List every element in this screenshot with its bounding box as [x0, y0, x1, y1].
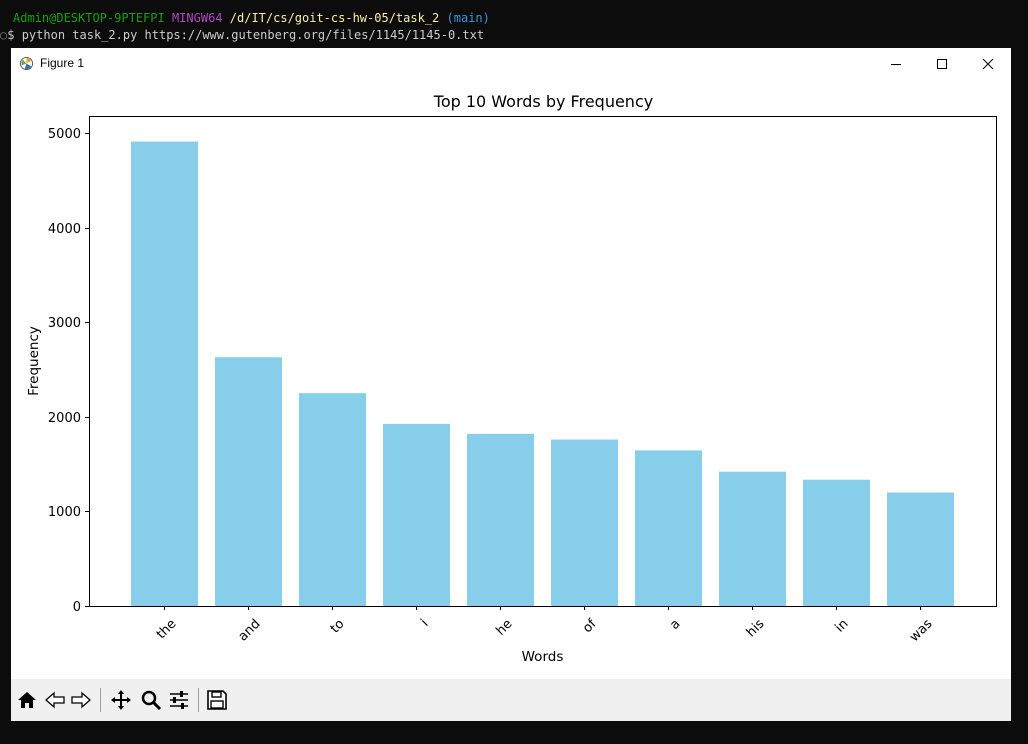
- x-tick-label-i: i: [418, 617, 431, 630]
- x-tick-label-and: and: [236, 617, 264, 645]
- terminal-command: python task_2.py https://www.gutenberg.o…: [21, 28, 485, 42]
- terminal-path: /d/IT/cs/goit-cs-hw-05/task_2: [229, 11, 440, 25]
- x-tick-label-in: in: [833, 617, 852, 636]
- axes-frame: [89, 116, 997, 607]
- save-icon: [207, 690, 227, 710]
- x-tick-label-a: a: [667, 617, 683, 633]
- bar-to: [299, 393, 366, 606]
- bar-in: [803, 479, 870, 606]
- minimize-icon: [891, 63, 901, 65]
- forward-button[interactable]: [68, 687, 94, 713]
- window-titlebar[interactable]: Figure 1: [11, 48, 1011, 79]
- bar-a: [635, 450, 702, 606]
- minimize-button[interactable]: [873, 48, 919, 79]
- toolbar-separator: [198, 688, 199, 712]
- terminal-command-line: ○$ python task_2.py https://www.gutenber…: [0, 28, 484, 42]
- home-button[interactable]: [14, 687, 40, 713]
- terminal-prompt-symbol: $: [7, 28, 15, 42]
- bar-was: [887, 492, 954, 606]
- back-icon: [45, 691, 65, 709]
- y-tick-label: 3000: [48, 316, 81, 331]
- terminal-branch: (main): [446, 11, 490, 25]
- navigation-toolbar: [11, 679, 1011, 721]
- y-tick-label: 4000: [48, 222, 81, 237]
- pan-button[interactable]: [108, 687, 134, 713]
- bar-i: [383, 423, 450, 606]
- configure-subplots-icon: [170, 691, 188, 709]
- close-icon: [982, 58, 994, 69]
- x-axis-label: Words: [522, 649, 564, 665]
- x-tick-label-of: of: [580, 616, 600, 636]
- close-button[interactable]: [965, 48, 1011, 79]
- prompt-marker-icon: ○: [0, 28, 8, 42]
- configure-subplots-button[interactable]: [166, 687, 192, 713]
- terminal-user-host: Admin@DESKTOP-9PTEFPI: [13, 11, 165, 25]
- y-tick-label: 2000: [48, 411, 81, 426]
- pan-icon: [111, 690, 131, 710]
- y-tick-label: 0: [73, 600, 81, 615]
- window-title: Figure 1: [40, 56, 85, 70]
- y-tick-label: 1000: [48, 505, 81, 520]
- bar-his: [719, 471, 786, 606]
- zoom-button[interactable]: [138, 687, 164, 713]
- back-button[interactable]: [42, 687, 68, 713]
- bar-of: [551, 439, 618, 606]
- y-axis-label: Frequency: [26, 326, 42, 396]
- plot-canvas[interactable]: 0 1000 2000 3000 4000 5000 the and to i he of a his in…: [11, 79, 1011, 679]
- save-button[interactable]: [204, 687, 230, 713]
- toolbar-separator: [100, 688, 101, 712]
- bar-he: [467, 433, 534, 606]
- forward-icon: [71, 691, 91, 709]
- matplotlib-app-icon: [19, 56, 34, 71]
- y-tick-label: 5000: [48, 127, 81, 142]
- bar-and: [215, 357, 282, 606]
- terminal-shell: MINGW64: [171, 11, 223, 25]
- x-tick-label-he: he: [493, 617, 515, 639]
- bar-the: [131, 141, 198, 607]
- maximize-button[interactable]: [919, 48, 965, 79]
- terminal: Admin@DESKTOP-9PTEFPI MINGW64 /d/IT/cs/g…: [0, 0, 1028, 48]
- figure-window: Figure 1 0 1000 2000 3000 4000 5000 the and to i h…: [11, 48, 1011, 721]
- x-tick-label-was: was: [907, 616, 936, 645]
- x-tick-label-to: to: [328, 617, 348, 637]
- x-tick-label-his: his: [744, 616, 768, 640]
- terminal-prompt-line: Admin@DESKTOP-9PTEFPI MINGW64 /d/IT/cs/g…: [13, 11, 490, 25]
- home-icon: [18, 692, 36, 708]
- zoom-icon: [141, 690, 162, 711]
- x-tick-label-the: the: [154, 617, 180, 643]
- maximize-icon: [937, 58, 947, 69]
- chart-title: Top 10 Words by Frequency: [433, 92, 653, 111]
- bar-chart: 0 1000 2000 3000 4000 5000 the and to i he of a his in…: [26, 92, 997, 665]
